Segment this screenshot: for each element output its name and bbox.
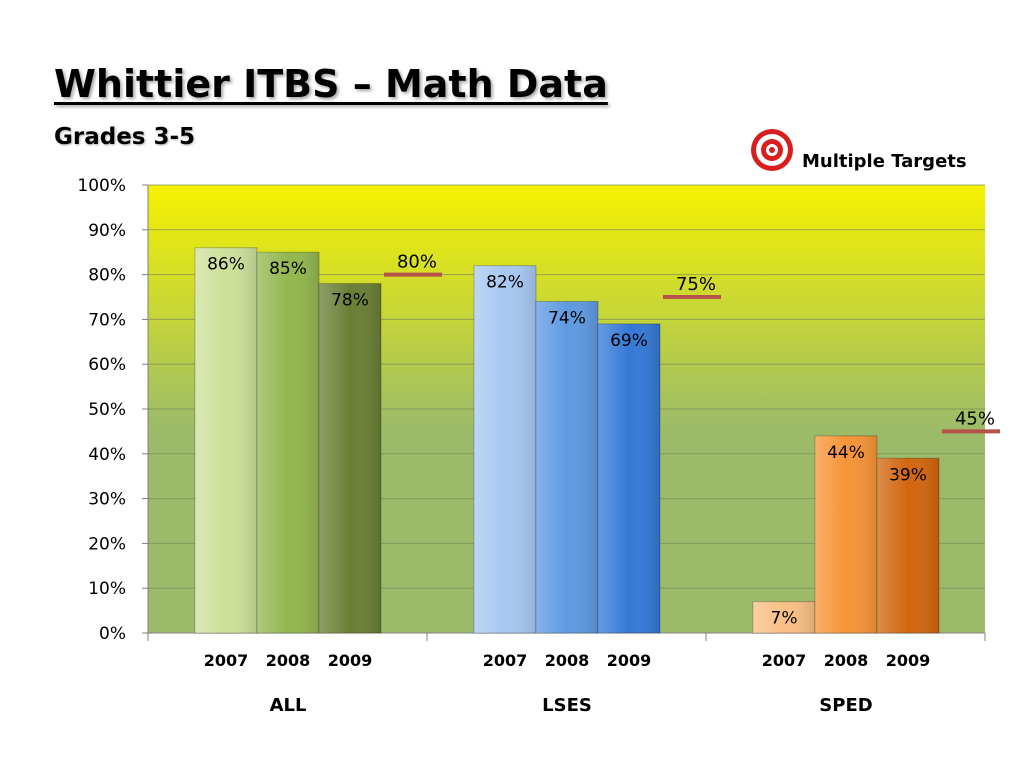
y-tick-label: 10% bbox=[88, 579, 126, 599]
y-tick-label: 90% bbox=[88, 221, 126, 241]
y-tick-label: 50% bbox=[88, 400, 126, 420]
data-label: 44% bbox=[827, 443, 865, 463]
page-title: Whittier ITBS – Math Data bbox=[54, 62, 608, 106]
target-label: 45% bbox=[955, 408, 995, 429]
year-tick-label: 2007 bbox=[483, 651, 528, 670]
data-label: 78% bbox=[331, 291, 369, 311]
year-tick-label: 2008 bbox=[824, 651, 869, 670]
bar-shine bbox=[753, 601, 815, 633]
year-tick-label: 2007 bbox=[762, 651, 807, 670]
bar-shine bbox=[877, 458, 939, 633]
page-subtitle: Grades 3-5 bbox=[54, 124, 196, 150]
y-tick-label: 100% bbox=[77, 176, 126, 196]
bar-shine bbox=[474, 265, 536, 633]
legend-label: Multiple Targets bbox=[802, 150, 967, 172]
y-tick-label: 70% bbox=[88, 310, 126, 330]
bar-shine bbox=[257, 252, 319, 633]
legend: Multiple Targets bbox=[750, 128, 967, 172]
target-label: 75% bbox=[676, 274, 716, 295]
data-label: 39% bbox=[889, 465, 927, 485]
y-tick-label: 20% bbox=[88, 534, 126, 554]
data-label: 69% bbox=[610, 331, 648, 351]
bar-shine bbox=[319, 283, 381, 633]
y-tick-label: 40% bbox=[88, 445, 126, 465]
year-tick-label: 2009 bbox=[886, 651, 931, 670]
target-icon bbox=[751, 129, 793, 171]
data-label: 85% bbox=[269, 259, 307, 279]
group-label: LSES bbox=[542, 695, 592, 716]
y-tick-label: 30% bbox=[88, 490, 126, 510]
year-tick-label: 2009 bbox=[607, 651, 652, 670]
year-tick-label: 2008 bbox=[545, 651, 590, 670]
data-label: 7% bbox=[771, 609, 798, 629]
data-label: 82% bbox=[486, 273, 524, 293]
year-tick-label: 2008 bbox=[266, 651, 311, 670]
y-tick-label: 80% bbox=[88, 266, 126, 286]
group-label: SPED bbox=[819, 695, 872, 716]
bar-shine bbox=[815, 435, 877, 633]
y-tick-label: 60% bbox=[88, 355, 126, 375]
bar-shine bbox=[195, 247, 257, 633]
target-label: 80% bbox=[397, 252, 437, 273]
year-tick-label: 2009 bbox=[328, 651, 373, 670]
data-label: 86% bbox=[207, 255, 245, 275]
year-tick-label: 2007 bbox=[204, 651, 249, 670]
data-label: 74% bbox=[548, 308, 586, 328]
y-tick-label: 0% bbox=[99, 624, 126, 644]
bar-shine bbox=[536, 301, 598, 633]
bar-shine bbox=[598, 323, 660, 633]
group-label: ALL bbox=[270, 695, 307, 716]
